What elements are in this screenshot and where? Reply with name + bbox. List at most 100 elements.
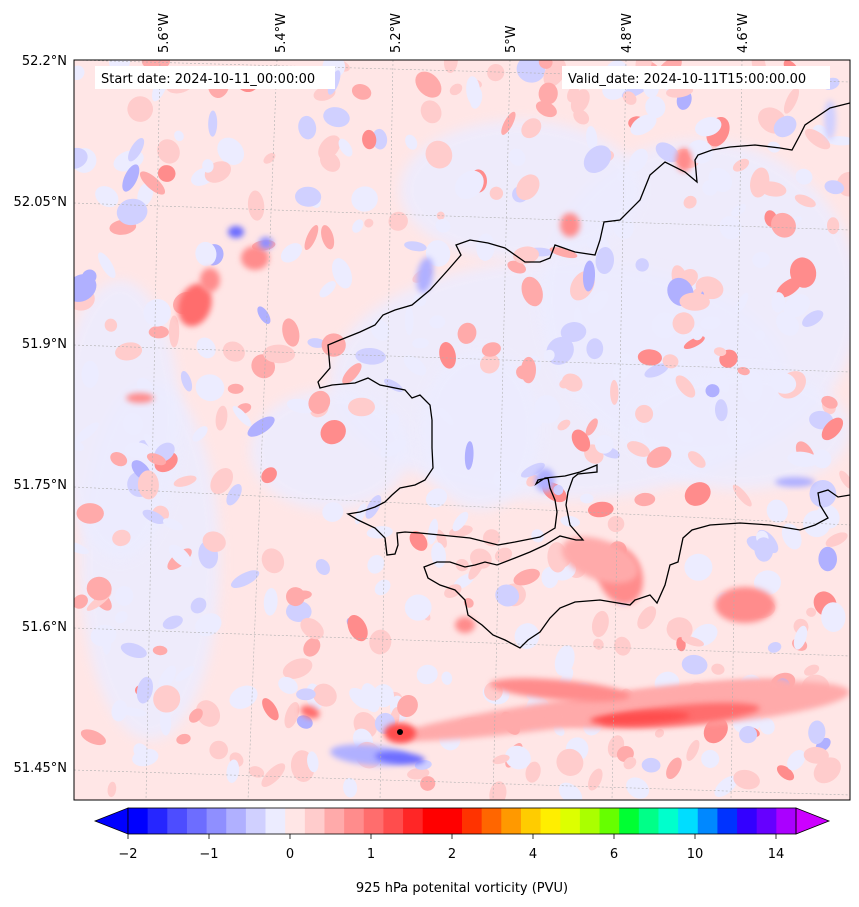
colorbar-segment bbox=[756, 808, 777, 834]
light-blue-area bbox=[143, 299, 172, 327]
red-patch bbox=[74, 594, 88, 609]
pink-patch bbox=[282, 658, 313, 679]
blue-patch bbox=[296, 688, 316, 701]
blue-patch bbox=[775, 477, 815, 487]
red-patch bbox=[304, 224, 319, 251]
red-patch bbox=[321, 225, 335, 250]
light-blue-area bbox=[195, 618, 213, 636]
light-blue-area bbox=[427, 518, 439, 545]
colorbar-tick-label: −1 bbox=[199, 847, 218, 862]
pink-patch bbox=[637, 606, 657, 630]
colorbar-segment bbox=[540, 808, 561, 834]
red-patch bbox=[561, 536, 639, 584]
red-patch bbox=[321, 333, 346, 357]
light-blue-area bbox=[783, 294, 811, 318]
blue-patch bbox=[295, 186, 322, 207]
blue-patch bbox=[375, 751, 425, 765]
light-blue-area bbox=[81, 360, 99, 388]
longitude-gridline bbox=[379, 60, 394, 800]
light-blue-area bbox=[217, 137, 245, 165]
colorbar-segments bbox=[128, 808, 797, 834]
plot-area bbox=[74, 60, 850, 800]
pink-patch bbox=[449, 83, 463, 96]
blue-patch bbox=[259, 237, 273, 249]
red-patch bbox=[176, 733, 191, 745]
blue-patch bbox=[641, 757, 661, 773]
longitude-gridline bbox=[492, 60, 511, 800]
pink-patch bbox=[169, 315, 180, 348]
pink-patch bbox=[662, 354, 679, 369]
light-blue-area bbox=[232, 406, 252, 427]
colorbar-segment bbox=[737, 808, 758, 834]
start-date-box bbox=[95, 66, 335, 89]
lat-tick-label: 51.45°N bbox=[14, 761, 67, 776]
light-blue-area bbox=[787, 451, 819, 467]
red-patch bbox=[646, 446, 672, 468]
light-blue-area bbox=[586, 125, 598, 151]
colorbar-title: 925 hPa potenital vorticity (PVU) bbox=[356, 881, 568, 896]
latitude-gridline bbox=[74, 344, 850, 373]
colorbar-segment bbox=[658, 808, 679, 834]
pink-patch bbox=[713, 347, 727, 357]
light-blue-area bbox=[580, 493, 594, 504]
light-blue-area bbox=[554, 645, 575, 676]
red-patch bbox=[409, 531, 428, 551]
light-blue-area bbox=[412, 337, 429, 349]
light-blue-area bbox=[192, 426, 208, 442]
pink-patch bbox=[300, 617, 324, 640]
blue-patch bbox=[136, 676, 154, 704]
light-blue-area bbox=[74, 439, 85, 451]
red-patch bbox=[241, 246, 269, 270]
red-patch bbox=[737, 366, 750, 376]
red-patch bbox=[86, 576, 112, 601]
light-blue-area bbox=[372, 684, 395, 708]
blue-patch bbox=[230, 570, 260, 588]
blue-patch bbox=[296, 715, 313, 729]
lat-tick-label: 51.9°N bbox=[22, 337, 67, 352]
blue-patch bbox=[323, 107, 350, 128]
blue-patch bbox=[404, 241, 427, 252]
blue-patch bbox=[681, 654, 708, 675]
red-patch bbox=[821, 417, 844, 441]
red-patch bbox=[501, 111, 516, 135]
light-blue-area bbox=[645, 96, 666, 119]
colorbar-segment bbox=[560, 808, 581, 834]
pink-patch bbox=[686, 739, 700, 761]
light-blue-area bbox=[543, 349, 555, 362]
blue-patch bbox=[754, 537, 774, 562]
light-blue-area bbox=[531, 529, 545, 543]
pink-patch bbox=[675, 375, 696, 398]
light-blue-area bbox=[700, 316, 721, 330]
pink-patch bbox=[487, 63, 505, 82]
pink-patch bbox=[759, 181, 787, 197]
longitude-gridline bbox=[730, 60, 743, 800]
light-blue-area bbox=[827, 136, 850, 146]
light-blue-area bbox=[677, 431, 694, 443]
red-patch bbox=[439, 341, 457, 369]
pink-patch bbox=[593, 638, 604, 650]
light-blue-area bbox=[630, 114, 657, 136]
pink-patch bbox=[312, 683, 337, 707]
blue-patch bbox=[464, 441, 474, 470]
light-blue-area bbox=[776, 312, 799, 336]
light-blue-area bbox=[250, 390, 410, 510]
blue-patch bbox=[286, 600, 312, 623]
light-blue-area bbox=[405, 134, 418, 150]
blue-patch bbox=[767, 642, 782, 653]
light-blue-area bbox=[74, 65, 85, 81]
blue-patch bbox=[81, 269, 97, 284]
colorbar-extend-low bbox=[93, 807, 129, 835]
light-blue-area bbox=[229, 685, 258, 709]
light-blue-area bbox=[202, 159, 214, 173]
start-date-label: Start date: 2024-10-11_00:00:00 bbox=[101, 72, 315, 87]
colorbar-segment bbox=[186, 808, 208, 834]
light-blue-area bbox=[349, 687, 372, 709]
pink-patch bbox=[826, 217, 840, 235]
light-blue-area bbox=[95, 186, 119, 208]
pink-patch bbox=[494, 547, 513, 563]
light-blue-area bbox=[413, 293, 427, 307]
light-blue-area bbox=[374, 579, 391, 596]
light-blue-area bbox=[754, 570, 781, 596]
light-blue-area bbox=[687, 140, 713, 164]
light-blue-area bbox=[731, 203, 747, 217]
